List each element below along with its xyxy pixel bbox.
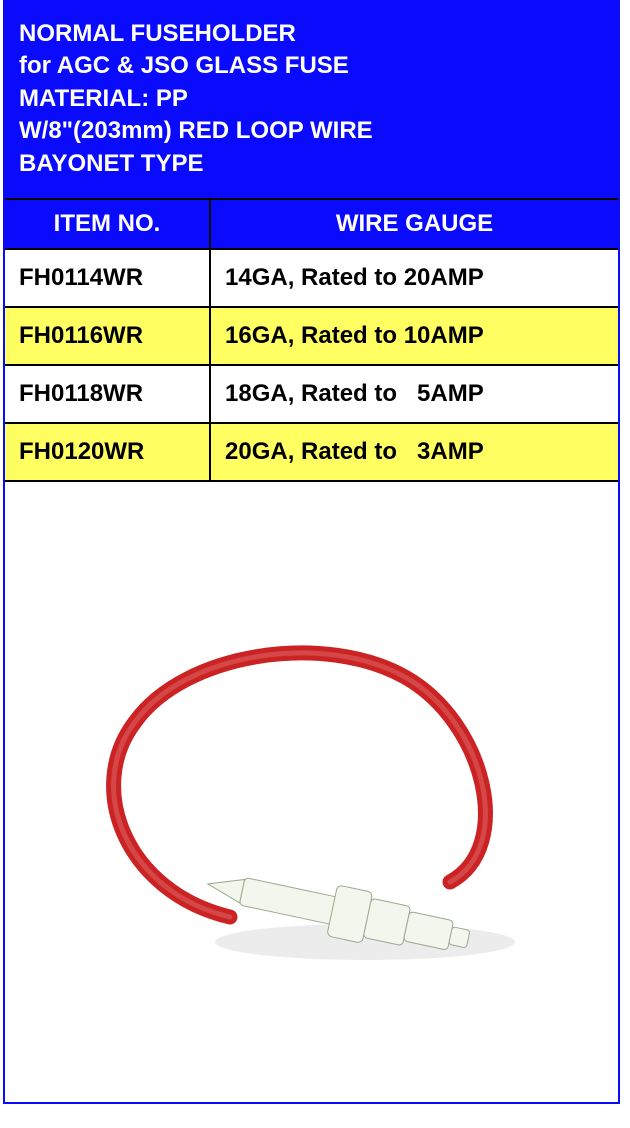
cell-gauge: 16GA, Rated to 10AMP xyxy=(210,307,618,365)
cell-item: FH0120WR xyxy=(5,423,210,481)
holder-tip xyxy=(205,872,244,903)
cell-item: FH0118WR xyxy=(5,365,210,423)
header-line-3: MATERIAL: PP xyxy=(19,83,604,115)
header-line-4: W/8"(203mm) RED LOOP WIRE xyxy=(19,115,604,147)
spec-card: NORMAL FUSEHOLDER for AGC & JSO GLASS FU… xyxy=(3,0,620,1104)
table-row: FH0116WR 16GA, Rated to 10AMP xyxy=(5,307,618,365)
table-header-row: ITEM NO. WIRE GAUGE xyxy=(5,199,618,249)
cell-item: FH0116WR xyxy=(5,307,210,365)
header-line-1: NORMAL FUSEHOLDER xyxy=(19,18,604,50)
cell-item: FH0114WR xyxy=(5,249,210,307)
header-line-2: for AGC & JSO GLASS FUSE xyxy=(19,50,604,82)
header-block: NORMAL FUSEHOLDER for AGC & JSO GLASS FU… xyxy=(5,2,618,198)
col-header-item: ITEM NO. xyxy=(5,199,210,249)
product-illustration-area xyxy=(5,482,618,1102)
table-row: FH0118WR 18GA, Rated to 5AMP xyxy=(5,365,618,423)
fuseholder-illustration xyxy=(65,612,555,1012)
cell-gauge: 18GA, Rated to 5AMP xyxy=(210,365,618,423)
table-row: FH0120WR 20GA, Rated to 3AMP xyxy=(5,423,618,481)
header-line-5: BAYONET TYPE xyxy=(19,148,604,180)
cell-gauge: 14GA, Rated to 20AMP xyxy=(210,249,618,307)
spec-table: ITEM NO. WIRE GAUGE FH0114WR 14GA, Rated… xyxy=(5,198,618,482)
holder-barrel-left xyxy=(239,877,338,924)
cell-gauge: 20GA, Rated to 3AMP xyxy=(210,423,618,481)
table-row: FH0114WR 14GA, Rated to 20AMP xyxy=(5,249,618,307)
col-header-gauge: WIRE GAUGE xyxy=(210,199,618,249)
